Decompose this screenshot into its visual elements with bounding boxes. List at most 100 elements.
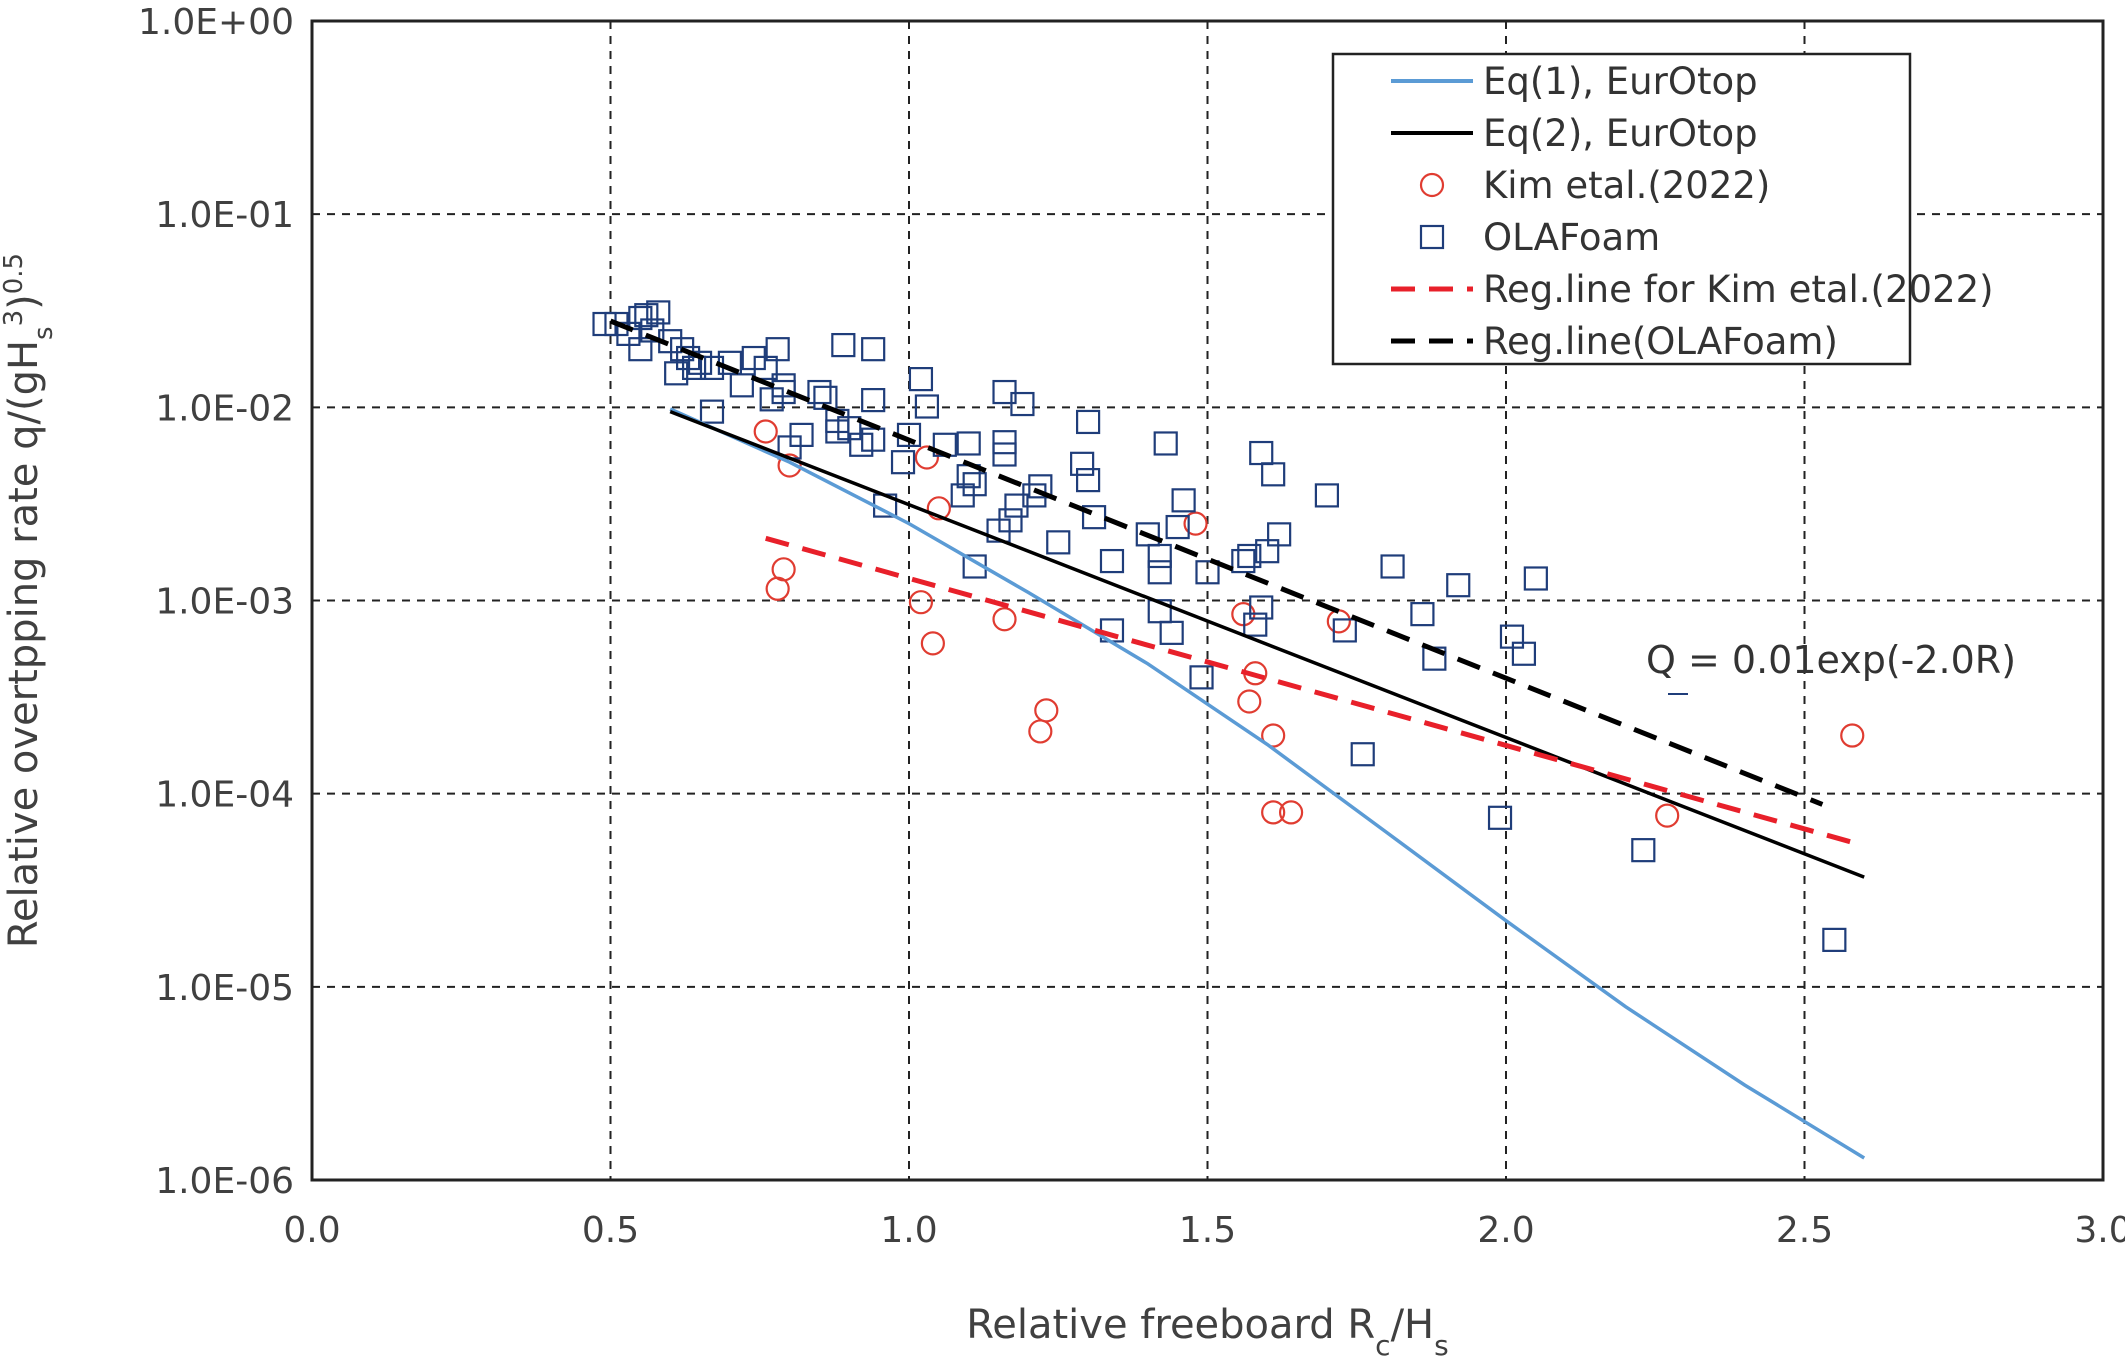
legend-label: Eq(2), EurOtop: [1483, 112, 1758, 155]
y-axis-title-sup2: 0.5: [0, 253, 29, 294]
olafoam-data-point: [1314, 483, 1340, 508]
olafoam-data-point: [1511, 641, 1537, 666]
olafoam-data-point: [831, 332, 856, 358]
olafoam-data-point: [1267, 522, 1292, 547]
olafoam-data-point: [1070, 451, 1095, 476]
x-axis-title-sub2: s: [1434, 1329, 1449, 1360]
tick-labels: 0.0 0.5 1.0 1.5 2.0 2.5 3.0 1.0E-06 1.0E-05 1.0E-…: [138, 2, 2125, 1251]
olafoam-data-point: [1147, 560, 1172, 585]
kim-data-point: [1655, 803, 1680, 828]
y-tick-label: 1.0E-02: [155, 388, 294, 429]
kim-data-point: [753, 419, 778, 444]
legend-label: Kim etal.(2022): [1483, 164, 1770, 207]
legend: Eq(1), EurOtop Eq(2), EurOtop Kim etal.(20…: [1331, 52, 1994, 366]
olafoam-data-point: [1350, 742, 1375, 767]
x-tick-label: 2.0: [1477, 1210, 1534, 1251]
olafoam-data-point: [956, 431, 981, 456]
kim-data-point: [908, 590, 934, 615]
olafoam-data-point: [1171, 488, 1196, 513]
olafoam-data-point: [1147, 543, 1172, 569]
olafoam-data-point: [992, 430, 1017, 455]
series-line: [669, 407, 1866, 1160]
y-tick-label: 1.0E-05: [155, 968, 294, 1009]
olafoam-data-point: [765, 337, 790, 362]
kim-data-point: [1028, 719, 1053, 744]
y-tick-label: 1.0E-04: [155, 775, 294, 816]
series-line: [669, 409, 1865, 879]
olafoam-data-point: [807, 379, 832, 405]
y-tick-label: 1.0E+00: [138, 2, 294, 43]
legend-label: Reg.line(OLAFoam): [1483, 320, 1838, 363]
y-axis-title-mid: ): [1, 294, 47, 310]
olafoam-data-point: [729, 373, 754, 398]
kim-data-point: [992, 607, 1017, 632]
olafoam-data-point: [1631, 838, 1656, 863]
olafoam-data-point: [1189, 665, 1214, 690]
olafoam-data-point: [962, 472, 987, 497]
y-tick-label: 1.0E-01: [155, 195, 294, 236]
y-axis-title-sub: s: [29, 326, 59, 340]
olafoam-data-point: [861, 337, 886, 362]
equation-annotation: Q = 0.01exp(-2.0R): [1646, 638, 2016, 682]
olafoam-data-point: [1822, 927, 1847, 952]
series-line: [609, 318, 1824, 807]
olafoam-data-point: [908, 367, 934, 392]
olafoam-data-point: [1153, 431, 1178, 456]
x-axis-title: Relative freeboard Rc/Hs: [966, 1302, 1448, 1360]
olafoam-data-point: [1046, 530, 1071, 555]
olafoam-data-point: [1249, 595, 1274, 620]
kim-data-point: [777, 453, 802, 478]
x-axis-title-sub: c: [1375, 1329, 1390, 1360]
kim-data-point: [926, 496, 951, 521]
olafoam-data-point: [1099, 548, 1125, 574]
olafoam-data-point: [789, 422, 814, 447]
x-axis-title-mid: /H: [1391, 1302, 1435, 1348]
y-axis-title-sup: 3: [0, 310, 29, 327]
olafoam-data-point: [998, 508, 1023, 533]
olafoam-data-point: [861, 388, 886, 413]
legend-circle-swatch: [1419, 172, 1445, 198]
olafoam-data-point: [1487, 805, 1513, 830]
olafoam-data-point: [992, 442, 1017, 467]
kim-data-point: [771, 557, 796, 582]
olafoam-data-point: [646, 300, 671, 325]
legend-box: [1331, 52, 1912, 366]
olafoam-data-point: [1195, 560, 1220, 585]
kim-data-point: [1278, 800, 1304, 825]
olafoam-data-point: [1243, 612, 1268, 637]
y-tick-label: 1.0E-03: [155, 582, 294, 623]
olafoam-data-point: [1165, 514, 1190, 540]
x-tick-label: 1.0: [880, 1210, 937, 1251]
series-layer: [592, 300, 1866, 1160]
series-square-markers: [592, 300, 1847, 952]
olafoam-data-point: [890, 450, 916, 475]
olafoam-data-point: [1380, 554, 1405, 579]
y-axis-title-main: Relative overtpping rate q/(gH: [1, 340, 47, 948]
legend-label: Eq(1), EurOtop: [1483, 60, 1758, 103]
olafoam-data-point: [1261, 462, 1286, 487]
kim-data-point: [1261, 800, 1286, 825]
x-tick-label: 0.0: [283, 1210, 340, 1251]
olafoam-data-point: [1410, 602, 1435, 627]
x-tick-label: 2.5: [1776, 1210, 1833, 1251]
y-axis-title: Relative overtpping rate q/(gHs3)0.5: [0, 253, 59, 948]
kim-data-point: [1237, 689, 1262, 714]
olafoam-data-point: [1075, 468, 1101, 493]
plot-area-frame: [310, 19, 2105, 1182]
olafoam-data-point: [1028, 474, 1053, 499]
x-axis-title-main: Relative freeboard R: [966, 1302, 1375, 1348]
kim-data-point: [1261, 723, 1286, 748]
x-tick-label: 0.5: [582, 1210, 639, 1251]
x-tick-label: 1.5: [1179, 1210, 1236, 1251]
olafoam-data-point: [1523, 566, 1548, 591]
kim-data-point: [920, 631, 945, 656]
olafoam-data-point: [1159, 620, 1184, 645]
olafoam-data-point: [1332, 618, 1357, 643]
olafoam-data-point: [861, 427, 886, 452]
olafoam-data-point: [1237, 543, 1262, 569]
olafoam-data-point: [664, 361, 689, 386]
olafoam-data-point: [1010, 391, 1035, 417]
kim-data-point: [914, 445, 940, 470]
olafoam-data-point: [1446, 573, 1471, 598]
